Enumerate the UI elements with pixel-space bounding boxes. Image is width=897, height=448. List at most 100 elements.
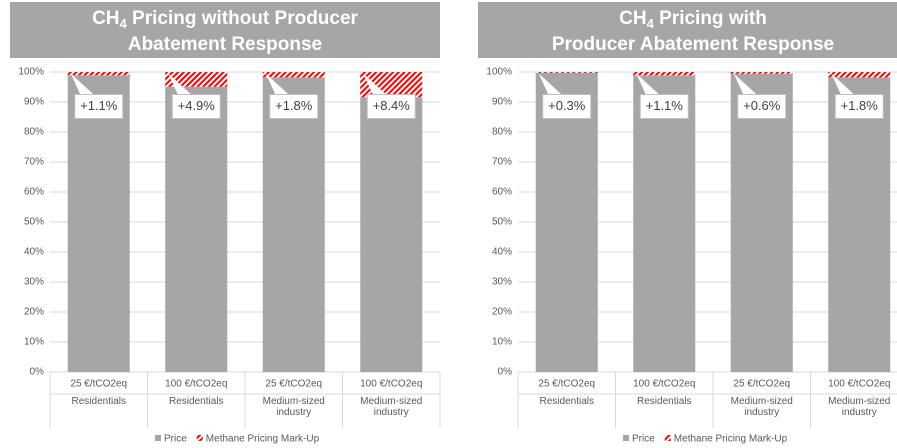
group-label-box: Residentials [539, 396, 594, 407]
y-tick-label: 80% [24, 127, 44, 138]
callout-pointer [831, 73, 856, 96]
y-tick-label: 100% [486, 67, 512, 78]
group-label-box: Residentials [169, 396, 224, 407]
data-label: +1.1% [80, 98, 118, 113]
y-tick-label: 0% [30, 367, 45, 378]
callout-box [639, 94, 689, 119]
x-tick-label: 25 €/tCO2eq [733, 379, 790, 390]
callout-pointer [265, 73, 290, 96]
legend-label: Price [632, 434, 655, 445]
group-label: Residentials [169, 396, 224, 407]
x-tick-label: 100 €/tCO2eq [165, 379, 227, 390]
bar-segment [67, 72, 130, 76]
group-label: Medium-sized industry [730, 396, 793, 418]
data-label: +1.8% [275, 98, 313, 113]
y-tick-label: 90% [24, 97, 44, 108]
y-tick-label: 90% [492, 97, 512, 108]
callout-pointer [733, 73, 758, 96]
bar-segment [262, 72, 325, 78]
bar-segment [165, 72, 228, 87]
data-label: +0.6% [743, 98, 781, 113]
callout-box [171, 94, 221, 119]
title-part: CH [92, 8, 119, 29]
legend-swatch [623, 435, 629, 441]
title-subscript: 4 [647, 16, 655, 31]
callout-box [737, 94, 787, 119]
y-tick-label: 40% [24, 247, 44, 258]
bar-segment [262, 77, 325, 373]
group-label-box: Medium-sized industry [730, 396, 793, 418]
data-label: +0.3% [548, 98, 586, 113]
chart-title: CH4 Pricing with [619, 8, 767, 31]
title-part: CH [619, 8, 646, 29]
data-label: +4.9% [178, 98, 216, 113]
bar-segment [633, 72, 696, 76]
callout-pointer [363, 73, 388, 96]
group-label-box: Medium-sized industry [262, 396, 325, 418]
title-part: Pricing with [654, 8, 767, 29]
y-tick-label: 10% [492, 337, 512, 348]
y-tick-label: 70% [24, 157, 44, 168]
y-tick-label: 30% [24, 277, 44, 288]
y-tick-label: 50% [492, 217, 512, 228]
y-tick-label: 20% [24, 307, 44, 318]
data-label: +8.4% [373, 98, 411, 113]
group-label: Residentials [71, 396, 126, 407]
title-subscript: 4 [120, 16, 128, 31]
bar-segment [828, 72, 891, 78]
group-label: Residentials [539, 396, 594, 407]
bar-segment [535, 72, 598, 373]
y-tick-label: 70% [492, 157, 512, 168]
legend-swatch [196, 435, 203, 441]
y-tick-label: 40% [492, 247, 512, 258]
group-label: Medium-sized industry [828, 396, 891, 418]
bar-segment [535, 72, 598, 73]
data-label: +1.1% [646, 98, 684, 113]
bar-segment [730, 73, 793, 373]
callout-box [74, 94, 124, 119]
callout-pointer [538, 73, 563, 96]
legend-label: Methane Pricing Mark-Up [206, 434, 320, 445]
group-label: Medium-sized industry [262, 396, 325, 418]
data-label: +1.8% [841, 98, 879, 113]
x-tick-label: 100 €/tCO2eq [360, 379, 422, 390]
chart-title: Abatement Response [128, 34, 322, 55]
callout-box [366, 94, 416, 119]
callout-box [269, 94, 319, 119]
callout-pointer [168, 73, 193, 96]
y-tick-label: 50% [24, 217, 44, 228]
bar-segment [828, 77, 891, 373]
title-part: Pricing without Producer [127, 8, 359, 29]
group-label: Residentials [637, 396, 692, 407]
y-tick-label: 0% [498, 367, 513, 378]
y-tick-label: 20% [492, 307, 512, 318]
bar-segment [165, 86, 228, 372]
chart-title: CH4 Pricing without Producer [92, 8, 358, 31]
x-tick-label: 100 €/tCO2eq [633, 379, 695, 390]
y-tick-label: 100% [18, 67, 44, 78]
legend-swatch [155, 435, 161, 441]
bar-segment [633, 75, 696, 373]
callout-box [834, 94, 884, 119]
x-tick-label: 25 €/tCO2eq [70, 379, 127, 390]
legend-label: Methane Pricing Mark-Up [674, 434, 788, 445]
callout-pointer [70, 73, 95, 96]
group-label: Medium-sized industry [360, 396, 423, 418]
y-tick-label: 60% [492, 187, 512, 198]
bar-segment [360, 97, 423, 372]
y-tick-label: 60% [24, 187, 44, 198]
x-tick-label: 25 €/tCO2eq [265, 379, 322, 390]
title-banner [10, 2, 440, 58]
x-tick-label: 25 €/tCO2eq [538, 379, 595, 390]
group-label-box: Medium-sized industry [360, 396, 423, 418]
chart-title: Producer Abatement Response [552, 34, 834, 55]
y-tick-label: 80% [492, 127, 512, 138]
legend-swatch [664, 435, 671, 441]
group-label-box: Residentials [71, 396, 126, 407]
legend-label: Price [164, 434, 187, 445]
x-tick-label: 100 €/tCO2eq [828, 379, 890, 390]
group-label-box: Medium-sized industry [828, 396, 891, 418]
group-label-box: Residentials [637, 396, 692, 407]
y-tick-label: 10% [24, 337, 44, 348]
